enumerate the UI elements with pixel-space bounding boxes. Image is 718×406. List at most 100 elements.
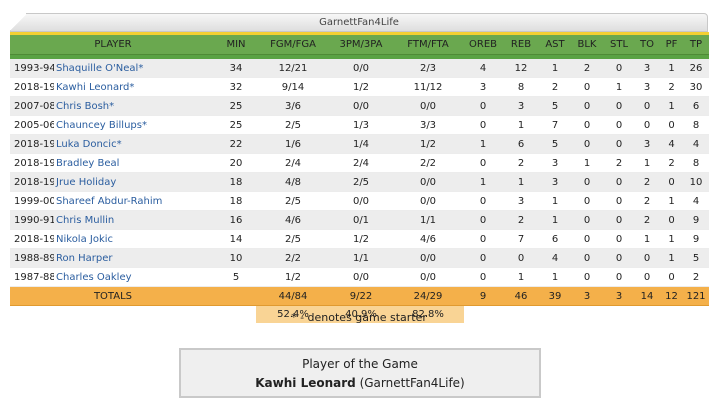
player-link[interactable]: Chris Mullin <box>54 210 216 230</box>
stat-to: 0 <box>634 267 660 287</box>
stat-ft: 0/0 <box>392 96 464 116</box>
stat-pf: 1 <box>660 59 683 78</box>
player-row: 2007-08 Chris Bosh* 25 3/6 0/0 0/0 0 3 5 0 0 0 1 6 <box>10 96 709 116</box>
player-link[interactable]: Nikola Jokic <box>54 229 216 249</box>
season-cell: 2007-08 <box>10 96 54 116</box>
stat-tp3: 2/5 <box>330 172 392 192</box>
stat-min: 18 <box>216 172 256 192</box>
player-link[interactable]: Luka Doncic* <box>54 134 216 154</box>
stat-min: 16 <box>216 210 256 230</box>
player-link[interactable]: Charles Oakley <box>54 267 216 287</box>
stat-blk: 0 <box>570 229 604 249</box>
stat-pts: 2 <box>683 267 709 287</box>
stat-blk: 2 <box>570 59 604 78</box>
col-stl-header[interactable]: STL <box>604 35 634 55</box>
player-row: 2018-19 Nikola Jokic 14 2/5 1/2 4/6 0 7 6 0 0 1 1 9 <box>10 229 709 249</box>
stat-reb: 3 <box>502 96 540 116</box>
potg-team: (GarnettFan4Life) <box>359 376 465 390</box>
stat-pts: 6 <box>683 96 709 116</box>
player-row: 2018-19 Jrue Holiday 18 4/8 2/5 0/0 1 1 3 0 0 2 0 10 <box>10 172 709 192</box>
totals-row: TOTALS 44/84 9/22 24/29 9 46 39 3 3 14 1… <box>10 286 709 306</box>
col-to-header[interactable]: TO <box>634 35 660 55</box>
col-reb-header[interactable]: REB <box>502 35 540 55</box>
col-pf-header[interactable]: PF <box>660 35 683 55</box>
stat-reb: 7 <box>502 229 540 249</box>
player-link[interactable]: Shareef Abdur-Rahim <box>54 191 216 211</box>
col-fg-header[interactable]: FGM/FGA <box>256 35 330 55</box>
player-link[interactable]: Chauncey Billups* <box>54 115 216 135</box>
totals-reb: 46 <box>502 286 540 306</box>
stat-fg: 3/6 <box>256 96 330 116</box>
stat-min: 25 <box>216 115 256 135</box>
stat-ast: 3 <box>540 153 570 173</box>
stat-reb: 6 <box>502 134 540 154</box>
player-row: 1988-89 Ron Harper 10 2/2 1/1 0/0 0 0 4 0 0 0 1 5 <box>10 248 709 268</box>
col-player-header[interactable]: PLAYER <box>10 35 216 55</box>
stat-reb: 0 <box>502 248 540 268</box>
season-cell: 2018-19 <box>10 172 54 192</box>
stat-ft: 0/0 <box>392 267 464 287</box>
stat-oreb: 0 <box>464 115 502 135</box>
player-link[interactable]: Ron Harper <box>54 248 216 268</box>
stat-pts: 8 <box>683 153 709 173</box>
col-ft-header[interactable]: FTM/FTA <box>392 35 464 55</box>
player-link[interactable]: Bradley Beal <box>54 153 216 173</box>
stat-pf: 0 <box>660 172 683 192</box>
player-link[interactable]: Kawhi Leonard* <box>54 77 216 97</box>
stat-fg: 2/4 <box>256 153 330 173</box>
stat-ast: 3 <box>540 172 570 192</box>
col-min-header[interactable]: MIN <box>216 35 256 55</box>
stat-min: 22 <box>216 134 256 154</box>
stat-min: 32 <box>216 77 256 97</box>
stat-stl: 0 <box>604 267 634 287</box>
stat-fg: 1/2 <box>256 267 330 287</box>
col-oreb-header[interactable]: OREB <box>464 35 502 55</box>
stat-stl: 1 <box>604 77 634 97</box>
totals-min <box>216 286 256 306</box>
stat-stl: 0 <box>604 248 634 268</box>
stat-pts: 30 <box>683 77 709 97</box>
stat-tp3: 1/1 <box>330 248 392 268</box>
season-cell: 1993-94 <box>10 59 54 78</box>
totals-ast: 39 <box>540 286 570 306</box>
player-link[interactable]: Chris Bosh* <box>54 96 216 116</box>
stat-ast: 5 <box>540 96 570 116</box>
stat-ast: 4 <box>540 248 570 268</box>
stat-to: 1 <box>634 229 660 249</box>
stat-stl: 0 <box>604 172 634 192</box>
stat-tp3: 0/0 <box>330 96 392 116</box>
team-tab[interactable]: GarnettFan4Life <box>10 13 708 32</box>
col-tp-header[interactable]: TP <box>683 35 709 55</box>
stat-pf: 2 <box>660 77 683 97</box>
stat-reb: 3 <box>502 191 540 211</box>
col-3p-header[interactable]: 3PM/3PA <box>330 35 392 55</box>
stat-blk: 0 <box>570 77 604 97</box>
player-link[interactable]: Shaquille O'Neal* <box>54 59 216 78</box>
stat-tp3: 1/3 <box>330 115 392 135</box>
stat-ast: 2 <box>540 77 570 97</box>
player-link[interactable]: Jrue Holiday <box>54 172 216 192</box>
stat-min: 10 <box>216 248 256 268</box>
stat-pf: 1 <box>660 96 683 116</box>
totals-3p: 9/22 <box>330 286 392 306</box>
potg-player-name[interactable]: Kawhi Leonard <box>255 376 356 390</box>
stat-ft: 0/0 <box>392 248 464 268</box>
stat-to: 3 <box>634 59 660 78</box>
stat-tp3: 0/0 <box>330 267 392 287</box>
stat-to: 3 <box>634 134 660 154</box>
col-ast-header[interactable]: AST <box>540 35 570 55</box>
stat-tp3: 1/4 <box>330 134 392 154</box>
stat-min: 14 <box>216 229 256 249</box>
player-row: 2018-19 Luka Doncic* 22 1/6 1/4 1/2 1 6 5 0 0 3 4 4 <box>10 134 709 154</box>
stat-ast: 1 <box>540 191 570 211</box>
col-blk-header[interactable]: BLK <box>570 35 604 55</box>
totals-tp: 121 <box>683 286 709 306</box>
stat-pts: 4 <box>683 134 709 154</box>
stat-oreb: 3 <box>464 77 502 97</box>
stat-blk: 0 <box>570 191 604 211</box>
stat-stl: 0 <box>604 191 634 211</box>
stat-ft: 1/2 <box>392 134 464 154</box>
stat-to: 0 <box>634 248 660 268</box>
player-row: 1990-91 Chris Mullin 16 4/6 0/1 1/1 0 2 1 0 0 2 0 9 <box>10 210 709 230</box>
stat-oreb: 0 <box>464 248 502 268</box>
